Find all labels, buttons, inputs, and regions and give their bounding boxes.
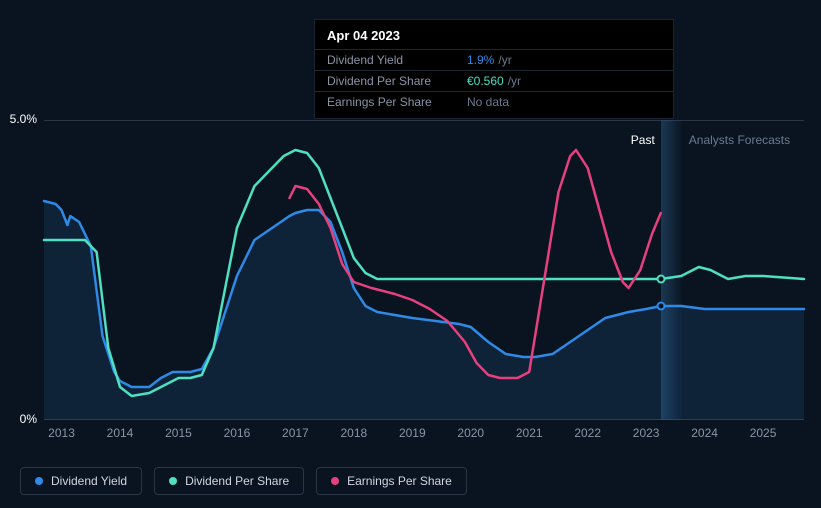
x-axis-label: 2025	[750, 426, 777, 440]
legend-dot-icon	[169, 477, 177, 485]
x-axis-label: 2022	[574, 426, 601, 440]
tooltip-row-label: Dividend Yield	[327, 53, 467, 67]
tooltip-row-value: 1.9%	[467, 53, 494, 67]
x-axis-label: 2015	[165, 426, 192, 440]
legend-dot-icon	[35, 477, 43, 485]
x-axis-label: 2024	[691, 426, 718, 440]
legend-item[interactable]: Dividend Per Share	[154, 467, 304, 495]
legend-item[interactable]: Dividend Yield	[20, 467, 142, 495]
x-axis-label: 2023	[633, 426, 660, 440]
x-axis-label: 2019	[399, 426, 426, 440]
series-marker	[656, 275, 665, 284]
chart-tooltip: Apr 04 2023 Dividend Yield1.9%/yrDividen…	[314, 19, 674, 119]
x-axis-label: 2014	[107, 426, 134, 440]
x-axis-label: 2018	[340, 426, 367, 440]
x-axis-label: 2021	[516, 426, 543, 440]
x-axis-label: 2020	[457, 426, 484, 440]
x-axis-label: 2013	[48, 426, 75, 440]
tooltip-row: Dividend Yield1.9% /yr	[315, 49, 673, 70]
tooltip-row: Dividend Per Share€0.560/yr	[315, 70, 673, 91]
tooltip-date: Apr 04 2023	[315, 26, 673, 49]
tooltip-row-unit: /yr	[498, 53, 511, 67]
legend-dot-icon	[331, 477, 339, 485]
tooltip-row-value: €0.560	[467, 74, 504, 88]
legend-item[interactable]: Earnings Per Share	[316, 467, 467, 495]
tooltip-row-unit: /yr	[508, 74, 521, 88]
legend-label: Dividend Yield	[51, 474, 127, 488]
chart-legend: Dividend Yield Dividend Per Share Earnings…	[20, 467, 467, 495]
x-axis-label: 2016	[224, 426, 251, 440]
tooltip-row: Earnings Per ShareNo data	[315, 91, 673, 112]
y-axis-label: 0%	[20, 412, 37, 426]
chart-lines	[44, 120, 804, 420]
tooltip-row-label: Earnings Per Share	[327, 95, 467, 109]
x-axis-label: 2017	[282, 426, 309, 440]
tooltip-row-nodata: No data	[467, 95, 509, 109]
y-axis-label: 5.0%	[10, 112, 37, 126]
legend-label: Earnings Per Share	[347, 474, 452, 488]
legend-label: Dividend Per Share	[185, 474, 289, 488]
series-marker	[656, 302, 665, 311]
tooltip-row-label: Dividend Per Share	[327, 74, 467, 88]
